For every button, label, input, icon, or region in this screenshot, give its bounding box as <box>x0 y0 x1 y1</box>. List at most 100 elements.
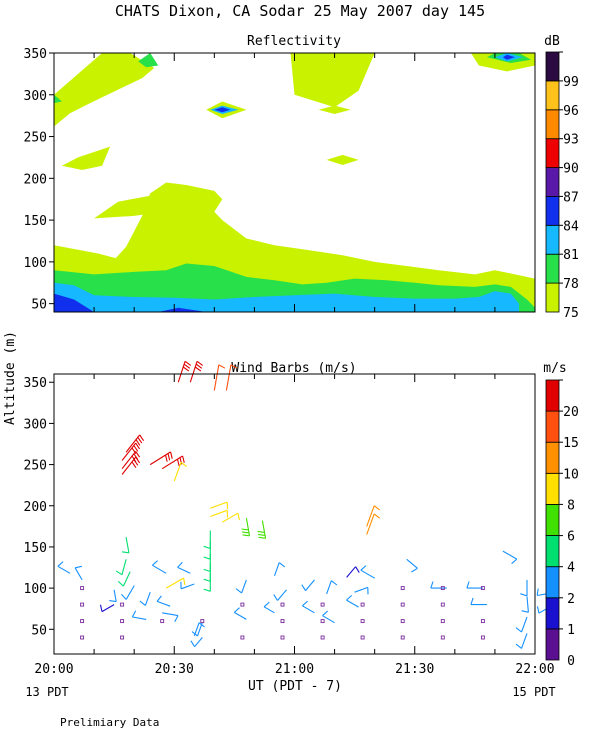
wind-x-tick-label: 21:30 <box>395 662 434 677</box>
wind-barb <box>101 605 115 612</box>
wind-barb <box>302 580 315 591</box>
left-local-time: 13 PDT <box>25 685 68 699</box>
wind-barb <box>166 578 185 588</box>
wind-barb <box>204 563 211 581</box>
wind-barb <box>75 566 82 580</box>
wind-barb <box>471 598 487 605</box>
reflectivity-colorbar-segment <box>546 225 559 254</box>
calm-marker <box>481 636 484 639</box>
calm-marker <box>361 620 364 623</box>
reflectivity-colorbar-label: 81 <box>563 248 579 263</box>
calm-marker <box>441 620 444 623</box>
wind-colorbar-label: 15 <box>563 436 579 451</box>
calm-marker <box>81 603 84 606</box>
calm-marker <box>201 620 204 623</box>
calm-marker <box>401 636 404 639</box>
calm-marker <box>161 620 164 623</box>
wind-x-tick-label: 20:00 <box>34 662 73 677</box>
wind-barbs <box>58 361 551 648</box>
reflectivity-y-tick-label: 100 <box>24 256 47 271</box>
wind-barb <box>204 541 211 559</box>
calm-marker <box>321 603 324 606</box>
wind-colorbar-label: 1 <box>567 623 575 638</box>
calm-marker <box>81 620 84 623</box>
wind-barb <box>522 596 529 612</box>
wind-colorbar-segment <box>546 598 559 629</box>
wind-barb <box>210 502 227 509</box>
wind-barb <box>361 566 375 579</box>
wind-colorbar-segment <box>546 629 559 660</box>
reflectivity-colorbar-label: 96 <box>563 104 579 119</box>
wind-barb <box>132 611 146 620</box>
wind-colorbar-segment <box>546 442 559 473</box>
wind-barb <box>234 608 246 620</box>
reflectivity-colorbar-segment <box>546 81 559 110</box>
wind-barb <box>355 587 368 594</box>
wind-barb <box>152 561 166 574</box>
reflectivity-colorbar-label: 84 <box>563 219 579 234</box>
wind-barb <box>140 592 150 605</box>
calm-marker <box>121 636 124 639</box>
wind-barb <box>122 586 135 600</box>
wind-y-tick-label: 250 <box>24 459 47 474</box>
calm-marker <box>121 603 124 606</box>
wind-barb <box>264 602 274 613</box>
wind-colorbar-segment <box>546 473 559 504</box>
preliminary-note: Prelimiary Data <box>60 716 159 729</box>
wind-barb <box>503 551 517 564</box>
wind-barb <box>275 563 285 576</box>
reflectivity-y-tick-label: 200 <box>24 172 47 187</box>
wind-barb <box>157 596 170 606</box>
wind-barb <box>162 613 178 622</box>
wind-colorbar-label: 6 <box>567 530 575 545</box>
reflectivity-colorbar-segment <box>546 168 559 197</box>
wind-barb <box>274 590 287 601</box>
calm-marker <box>281 603 284 606</box>
figure-title: CHATS Dixon, CA Sodar 25 May 2007 day 14… <box>115 2 485 20</box>
calm-marker <box>401 603 404 606</box>
wind-y-tick-label: 50 <box>31 623 47 638</box>
wind-barb <box>302 601 314 613</box>
wind-y-tick-label: 200 <box>24 500 47 515</box>
calm-marker <box>121 620 124 623</box>
reflectivity-colorbar-segment <box>546 254 559 283</box>
calm-marker <box>241 603 244 606</box>
wind-barbs-panel: Wind Barbs (m/s) m/s 5010015020025030035… <box>24 361 579 677</box>
wind-barb <box>181 582 194 589</box>
wind-barb <box>214 365 225 391</box>
wind-barb <box>122 537 129 553</box>
wind-colorbar-label: 10 <box>563 467 579 482</box>
reflectivity-colorbar-label: 87 <box>563 190 579 205</box>
wind-y-tick-label: 350 <box>24 376 47 391</box>
wind-barb <box>222 513 239 522</box>
wind-barb <box>467 582 483 589</box>
reflectivity-colorbar-segment <box>546 196 559 225</box>
reflectivity-y-tick-label: 150 <box>24 214 47 229</box>
wind-barb <box>204 573 211 591</box>
wind-colorbar-label: 0 <box>567 654 575 669</box>
wind-barb <box>236 580 246 593</box>
wind-y-tick-label: 100 <box>24 582 47 597</box>
wind-barb <box>116 559 126 574</box>
y-axis-label: Altitude (m) <box>3 331 18 425</box>
wind-barb <box>174 462 186 481</box>
reflectivity-contours <box>54 53 535 312</box>
reflectivity-colorbar-label: 99 <box>563 75 579 90</box>
wind-barb <box>347 567 360 578</box>
wind-barb <box>58 562 70 574</box>
wind-colorbar-segment <box>546 536 559 567</box>
wind-barb <box>122 451 140 468</box>
wind-barb <box>520 580 527 596</box>
reflectivity-colorbar-unit: dB <box>544 34 560 49</box>
wind-colorbar-segment <box>546 411 559 442</box>
reflectivity-colorbar-segment <box>546 110 559 139</box>
wind-barb <box>109 590 116 602</box>
wind-x-tick-label: 22:00 <box>515 662 554 677</box>
calm-marker <box>81 587 84 590</box>
